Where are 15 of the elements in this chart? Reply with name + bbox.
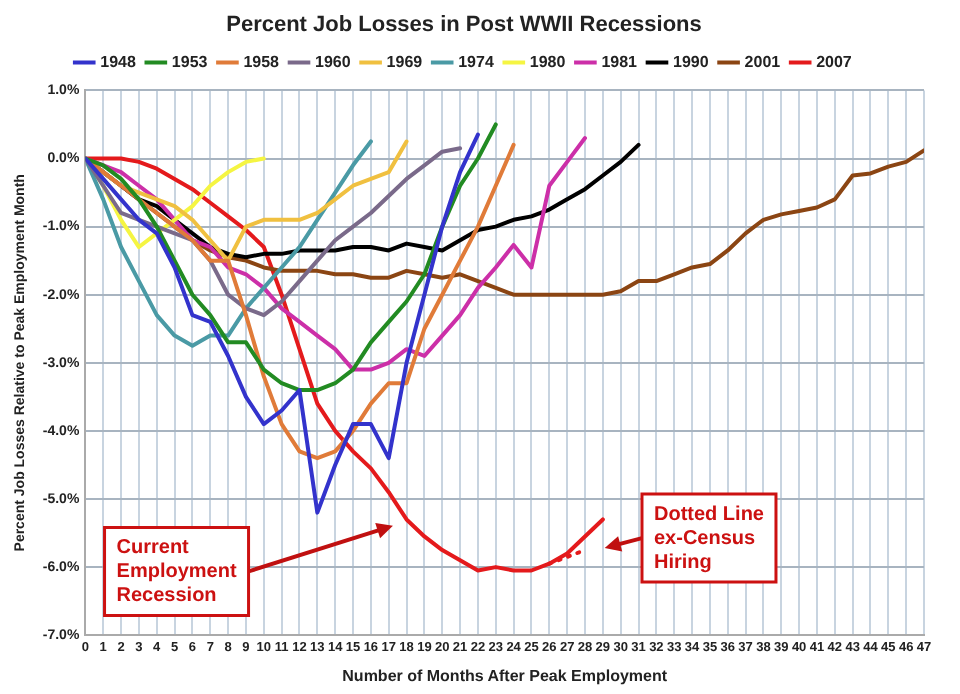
legend-label: 2001 [744,52,782,71]
annotation: Dotted Line ex-Census Hiring [653,503,765,574]
legend-label: 1960 [315,52,352,71]
x-axis-title: Number of Months After Peak Employment [342,666,668,685]
legend-label: 1990 [672,52,710,71]
legend-label: 1969 [386,52,424,71]
legend-label: 1980 [529,52,567,71]
chart-title: Percent Job Losses in Post WWII Recessions [226,13,702,38]
legend-label: 1948 [100,52,137,71]
legend-label: 1958 [243,52,281,71]
annotation: Current Employment Recession [116,536,238,607]
legend-label: 1974 [458,52,495,71]
legend-label: 2007 [816,52,853,71]
legend-label: 1953 [171,52,209,71]
legend-label: 1981 [601,52,639,71]
